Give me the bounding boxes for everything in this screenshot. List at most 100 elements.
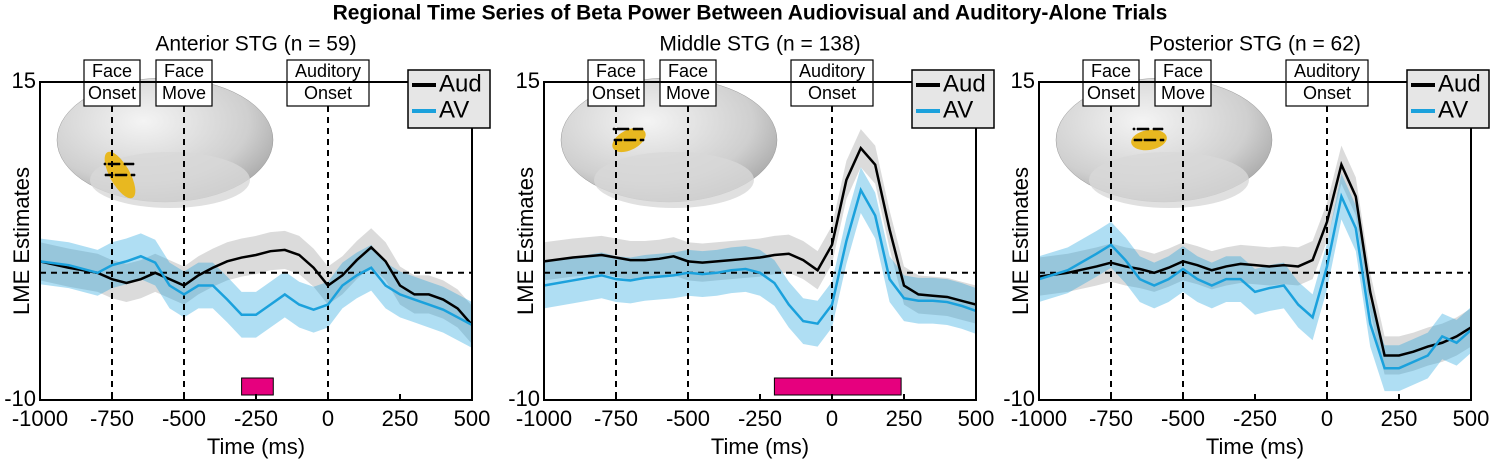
electrode bbox=[114, 173, 118, 177]
x-tick-label: 0 bbox=[1321, 406, 1333, 431]
electrode bbox=[1132, 127, 1136, 131]
x-tick-label: 500 bbox=[958, 406, 995, 431]
electrode bbox=[641, 138, 645, 142]
brain-temporal bbox=[1089, 152, 1249, 208]
brain-temporal bbox=[594, 152, 754, 208]
y-tick-label: 15 bbox=[516, 68, 540, 93]
event-label: Onset bbox=[1087, 83, 1135, 103]
electrode bbox=[619, 138, 623, 142]
electrode bbox=[1149, 138, 1153, 142]
x-tick-label: -750 bbox=[1089, 406, 1133, 431]
electrode bbox=[616, 127, 620, 131]
electrode bbox=[1138, 127, 1142, 131]
electrode bbox=[1146, 127, 1150, 131]
electrode bbox=[1147, 138, 1151, 142]
x-tick-label: 0 bbox=[826, 406, 838, 431]
series-line bbox=[1038, 192, 1472, 370]
panel-title: Middle STG (n = 138) bbox=[659, 33, 860, 56]
electrode bbox=[122, 173, 126, 177]
electrode bbox=[116, 173, 120, 177]
event-label: Face bbox=[1091, 61, 1131, 81]
x-tick-label: -500 bbox=[666, 406, 710, 431]
electrode bbox=[1160, 127, 1164, 131]
legend-label: Aud bbox=[439, 70, 482, 97]
legend-label: AV bbox=[943, 96, 973, 123]
electrode bbox=[617, 138, 621, 142]
event-label: Auditory bbox=[799, 61, 865, 81]
x-tick-label: 0 bbox=[322, 406, 334, 431]
electrode bbox=[1135, 138, 1139, 142]
x-tick-label: -1000 bbox=[12, 406, 68, 431]
x-tick-label: -750 bbox=[594, 406, 638, 431]
electrode bbox=[1137, 138, 1141, 142]
x-tick-label: 250 bbox=[886, 406, 923, 431]
electrode bbox=[1142, 127, 1146, 131]
electrode bbox=[1139, 138, 1143, 142]
electrode bbox=[1136, 127, 1140, 131]
event-label: Onset bbox=[1303, 83, 1351, 103]
event-label: Move bbox=[162, 83, 206, 103]
electrode bbox=[631, 138, 635, 142]
ci-band bbox=[40, 233, 472, 348]
y-tick-label: -10 bbox=[508, 386, 540, 411]
ci-band bbox=[1039, 173, 1471, 392]
electrode bbox=[1154, 127, 1158, 131]
electrode bbox=[612, 127, 616, 131]
event-label: Move bbox=[1161, 83, 1205, 103]
electrode bbox=[104, 173, 108, 177]
legend-box bbox=[407, 69, 491, 129]
electrode bbox=[117, 162, 121, 166]
significance-bar bbox=[241, 377, 274, 396]
y-tick-label: -10 bbox=[4, 386, 36, 411]
electrode bbox=[633, 138, 637, 142]
ci-band bbox=[544, 129, 976, 324]
x-tick-label: -750 bbox=[90, 406, 134, 431]
x-tick-label: 250 bbox=[382, 406, 419, 431]
electrode bbox=[1143, 138, 1147, 142]
event-label: Face bbox=[668, 61, 708, 81]
event-label: Face bbox=[596, 61, 636, 81]
x-tick-label: -250 bbox=[738, 406, 782, 431]
panel-title: Posterior STG (n = 62) bbox=[1149, 33, 1361, 56]
electrode bbox=[636, 127, 640, 131]
event-label: Onset bbox=[88, 83, 136, 103]
electrode bbox=[1151, 138, 1155, 142]
electrode bbox=[130, 173, 134, 177]
panel-title: Anterior STG (n = 59) bbox=[155, 33, 356, 56]
x-tick-label: -1000 bbox=[516, 406, 572, 431]
significance-bar bbox=[773, 377, 902, 396]
electrode bbox=[115, 162, 119, 166]
electrode bbox=[108, 173, 112, 177]
series-line bbox=[39, 245, 473, 326]
event-label: Face bbox=[1163, 61, 1203, 81]
electrode bbox=[632, 127, 636, 131]
x-tick-label: -500 bbox=[1161, 406, 1205, 431]
electrode bbox=[1133, 138, 1137, 142]
legend-label: AV bbox=[439, 96, 469, 123]
figure-title: Regional Time Series of Beta Power Betwe… bbox=[333, 2, 1168, 25]
electrode bbox=[618, 127, 622, 131]
electrode bbox=[120, 173, 124, 177]
electrode bbox=[1153, 138, 1157, 142]
x-axis-label: Time (ms) bbox=[711, 434, 809, 459]
x-tick-label: -250 bbox=[234, 406, 278, 431]
electrode bbox=[106, 173, 110, 177]
x-axis-label: Time (ms) bbox=[207, 434, 305, 459]
legend-label: AV bbox=[1438, 96, 1468, 123]
y-axis-label: LME Estimates bbox=[1008, 167, 1033, 315]
y-tick-label: 15 bbox=[1011, 68, 1035, 93]
electrode bbox=[629, 138, 633, 142]
electrode bbox=[113, 162, 117, 166]
event-label: Move bbox=[666, 83, 710, 103]
electrode bbox=[638, 127, 642, 131]
electrode bbox=[127, 162, 131, 166]
electrode bbox=[1158, 127, 1162, 131]
electrode bbox=[1144, 127, 1148, 131]
electrode bbox=[627, 138, 631, 142]
x-tick-label: 500 bbox=[454, 406, 491, 431]
electrode bbox=[639, 138, 643, 142]
electrode bbox=[107, 162, 111, 166]
electrode bbox=[623, 138, 627, 142]
x-tick-label: 250 bbox=[1381, 406, 1418, 431]
